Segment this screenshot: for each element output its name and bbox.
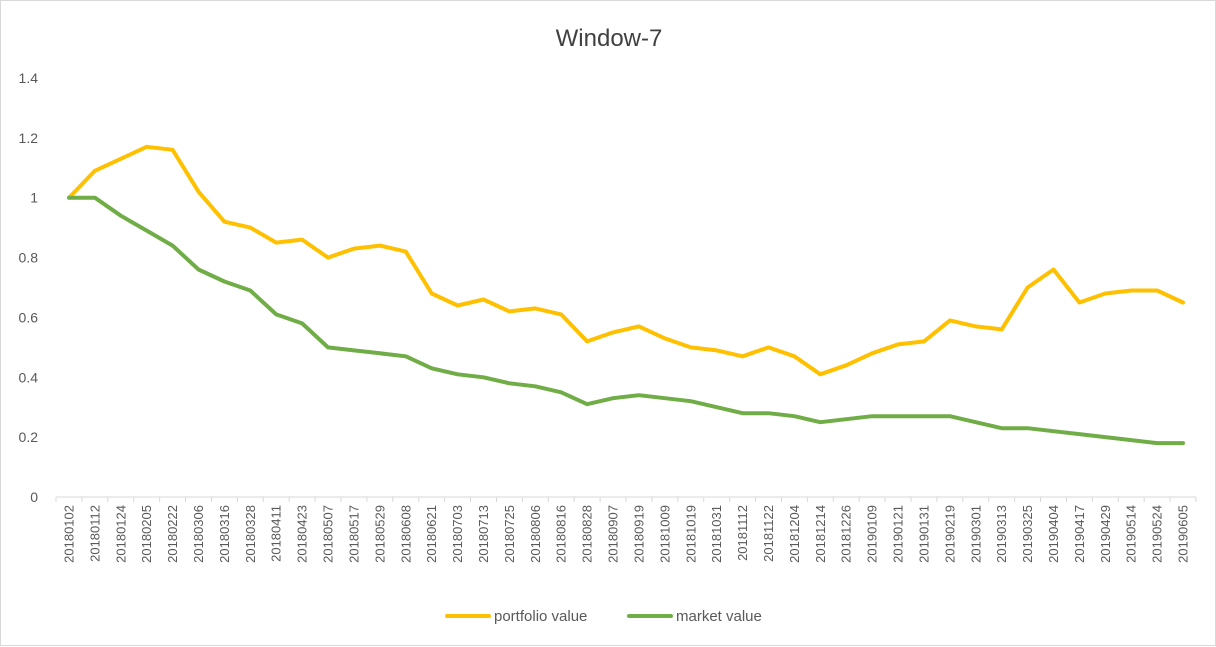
y-axis-labels: 0 0.2 0.4 0.6 0.8 1 1.2 1.4 [19, 70, 39, 505]
x-tick-label: 20181122 [761, 505, 776, 562]
x-tick-label: 20180919 [631, 505, 646, 563]
y-tick-label: 0.8 [19, 250, 39, 266]
x-tick-label: 20180112 [87, 505, 102, 562]
x-tick-label: 20181204 [787, 505, 802, 563]
x-tick-label: 20190313 [994, 505, 1009, 563]
x-tick-label: 20180205 [139, 505, 154, 563]
y-tick-label: 1.4 [19, 70, 39, 86]
y-tick-label: 0.4 [19, 369, 39, 385]
series-lines [67, 144, 1185, 446]
x-tick-label: 20180507 [321, 505, 336, 563]
x-tick-label: 20190524 [1150, 505, 1165, 563]
x-axis-ticks [55, 497, 1197, 502]
legend-label: portfolio value [494, 608, 587, 625]
x-tick-label: 20190121 [891, 505, 906, 563]
y-tick-label: 1.2 [19, 130, 39, 146]
series-line-market-value [67, 195, 1185, 446]
x-tick-label: 20181214 [813, 505, 828, 563]
y-tick-label: 0 [30, 489, 38, 505]
x-tick-label: 20180411 [269, 505, 284, 562]
x-tick-label: 20180621 [424, 505, 439, 563]
x-tick-label: 20180316 [217, 505, 232, 563]
x-tick-label: 20190429 [1098, 505, 1113, 563]
x-tick-label: 20180806 [528, 505, 543, 563]
y-tick-label: 0.2 [19, 429, 39, 445]
x-tick-label: 20190325 [1020, 505, 1035, 563]
x-tick-label: 20190219 [942, 505, 957, 563]
x-tick-label: 20180703 [450, 505, 465, 563]
x-tick-label: 20181031 [709, 505, 724, 563]
y-tick-label: 0.6 [19, 309, 39, 325]
x-tick-label: 20181009 [657, 505, 672, 563]
x-tick-label: 20181112 [735, 505, 750, 561]
x-tick-label: 20180828 [580, 505, 595, 563]
x-tick-label: 20180222 [165, 505, 180, 563]
x-tick-label: 20180713 [476, 505, 491, 563]
x-tick-label: 20180328 [243, 505, 258, 563]
x-tick-label: 20180725 [502, 505, 517, 563]
x-tick-label: 20190131 [916, 505, 931, 563]
x-tick-label: 20190404 [1046, 505, 1061, 563]
x-tick-label: 20180124 [113, 505, 128, 563]
x-tick-label: 20190301 [968, 505, 983, 563]
x-tick-label: 20180816 [554, 505, 569, 563]
x-tick-label: 20181019 [683, 505, 698, 563]
x-tick-label: 20180517 [346, 505, 361, 563]
series-line-portfolio-value [67, 144, 1185, 377]
x-tick-label: 20190109 [865, 505, 880, 563]
y-tick-label: 1 [30, 190, 38, 206]
x-tick-label: 20181226 [839, 505, 854, 563]
x-tick-label: 20180423 [295, 505, 310, 563]
chart-title: Window-7 [556, 25, 663, 52]
x-tick-label: 20180102 [61, 505, 76, 563]
legend: portfolio value market value [445, 608, 762, 625]
x-tick-label: 20180608 [398, 505, 413, 563]
x-tick-label: 20180907 [606, 505, 621, 563]
x-tick-label: 20190514 [1124, 505, 1139, 563]
x-tick-label: 20180306 [191, 505, 206, 563]
x-tick-label: 20190605 [1176, 505, 1191, 563]
x-axis-labels: 20180102 20180112 20180124 20180205 20180222… [61, 505, 1190, 563]
x-tick-label: 20180529 [372, 505, 387, 563]
x-tick-label: 20190417 [1072, 505, 1087, 563]
legend-label: market value [676, 608, 762, 625]
